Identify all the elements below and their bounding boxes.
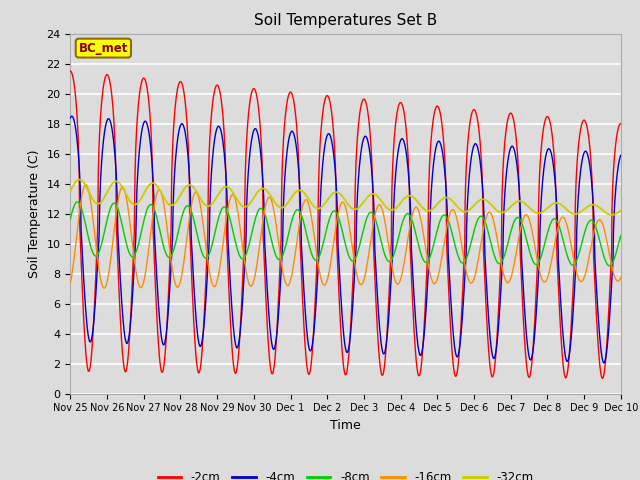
Legend: -2cm, -4cm, -8cm, -16cm, -32cm: -2cm, -4cm, -8cm, -16cm, -32cm: [153, 466, 538, 480]
Y-axis label: Soil Temperature (C): Soil Temperature (C): [28, 149, 41, 278]
X-axis label: Time: Time: [330, 419, 361, 432]
Title: Soil Temperatures Set B: Soil Temperatures Set B: [254, 13, 437, 28]
Text: BC_met: BC_met: [79, 42, 128, 55]
